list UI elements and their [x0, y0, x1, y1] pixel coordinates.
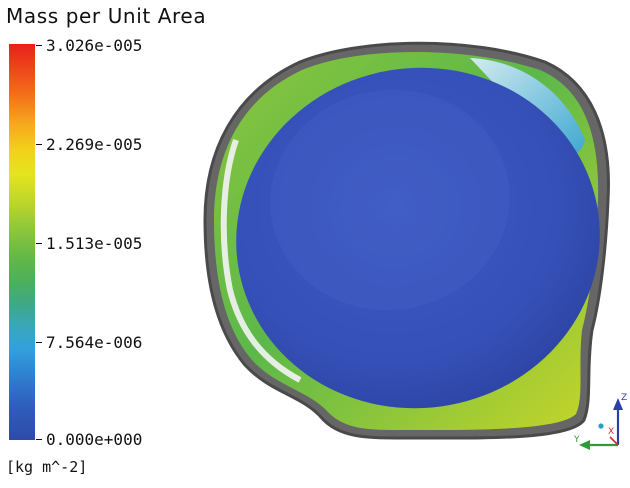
tick-label-3: 1.513e-005	[46, 234, 143, 253]
z-axis-label: Z	[621, 393, 627, 403]
model-disc	[236, 67, 600, 409]
x-axis-line	[609, 436, 619, 446]
y-axis-label: Y	[573, 435, 580, 445]
z-axis-arrow	[613, 398, 623, 410]
y-axis-arrow	[579, 440, 590, 450]
colorbar-tick	[36, 439, 42, 440]
model-edge	[220, 139, 302, 383]
axis-triad: Z Y X	[573, 393, 627, 450]
tick-label-min: 0.000e+000	[46, 430, 143, 449]
x-axis-label: X	[608, 427, 614, 437]
tick-label-4: 7.564e-006	[46, 333, 143, 352]
legend-title: Mass per Unit Area	[6, 4, 207, 28]
colorbar-tick	[36, 45, 42, 46]
origin-dot	[598, 423, 604, 429]
model-disc-sheen	[270, 89, 510, 311]
units-label: [kg m^-2]	[6, 458, 88, 476]
colorbar	[9, 44, 35, 440]
colorbar-tick	[36, 243, 42, 244]
tick-label-max: 3.026e-005	[46, 36, 143, 55]
tick-label-2: 2.269e-005	[46, 135, 143, 154]
colorbar-tick	[36, 144, 42, 145]
colorbar-tick	[36, 342, 42, 343]
